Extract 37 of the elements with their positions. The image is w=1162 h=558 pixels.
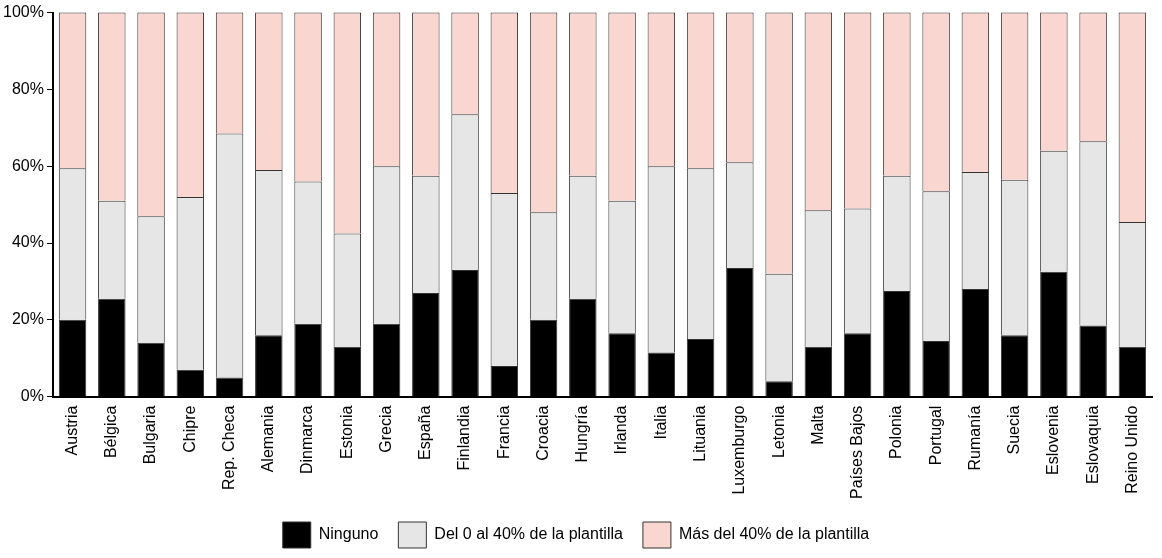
x-tick-label: España — [416, 405, 434, 460]
x-tick-label: Bélgica — [102, 405, 120, 459]
x-tick-label: Rumanía — [965, 405, 983, 471]
x-tick-label: Reino Unido — [1122, 405, 1140, 494]
legend-label: Más del 40% de la plantilla — [678, 525, 870, 543]
x-tick-label: Hungría — [573, 405, 591, 463]
y-tick-label: 100% — [3, 3, 44, 21]
legend-label: Del 0 al 40% de la plantilla — [434, 525, 624, 543]
y-tick-label: 20% — [11, 310, 44, 328]
x-tick-label: Grecia — [376, 405, 394, 453]
x-tick-label: Lituania — [691, 405, 708, 462]
x-tick-label: Italia — [651, 405, 669, 440]
x-tick-label: Polonia — [887, 405, 905, 459]
x-tick-label: Luxemburgo — [730, 405, 748, 495]
y-tick-label: 0% — [20, 387, 44, 405]
x-tick-label: Croacia — [533, 405, 551, 461]
y-tick-label: 80% — [11, 79, 44, 97]
x-tick-label: Países Bajos — [848, 405, 866, 500]
y-tick-label: 60% — [11, 156, 44, 174]
x-tick-label: Finlandia — [455, 405, 473, 471]
x-tick-label: Rep. Checa — [219, 405, 237, 491]
x-tick-label: Estonia — [337, 405, 355, 459]
x-tick-label: Bulgaria — [141, 405, 159, 465]
x-tick-label: Eslovenia — [1044, 405, 1062, 475]
x-tick-label: Chipre — [180, 405, 198, 453]
legend-label: Ninguno — [318, 525, 379, 543]
x-tick-label: Alemania — [259, 405, 277, 473]
x-tick-label: Austria — [62, 405, 80, 456]
x-tick-label: Suecia — [1005, 405, 1023, 455]
x-tick-label: Dinmarca — [298, 405, 316, 475]
y-tick-label: 40% — [11, 233, 44, 251]
x-tick-label: Malta — [808, 405, 826, 445]
x-tick-label: Eslovaquia — [1083, 405, 1101, 484]
x-tick-label: Portugal — [926, 405, 944, 466]
x-tick-label: Irlanda — [612, 405, 630, 455]
x-tick-label: Francia — [494, 405, 512, 459]
x-tick-label: Letonia — [769, 405, 787, 459]
